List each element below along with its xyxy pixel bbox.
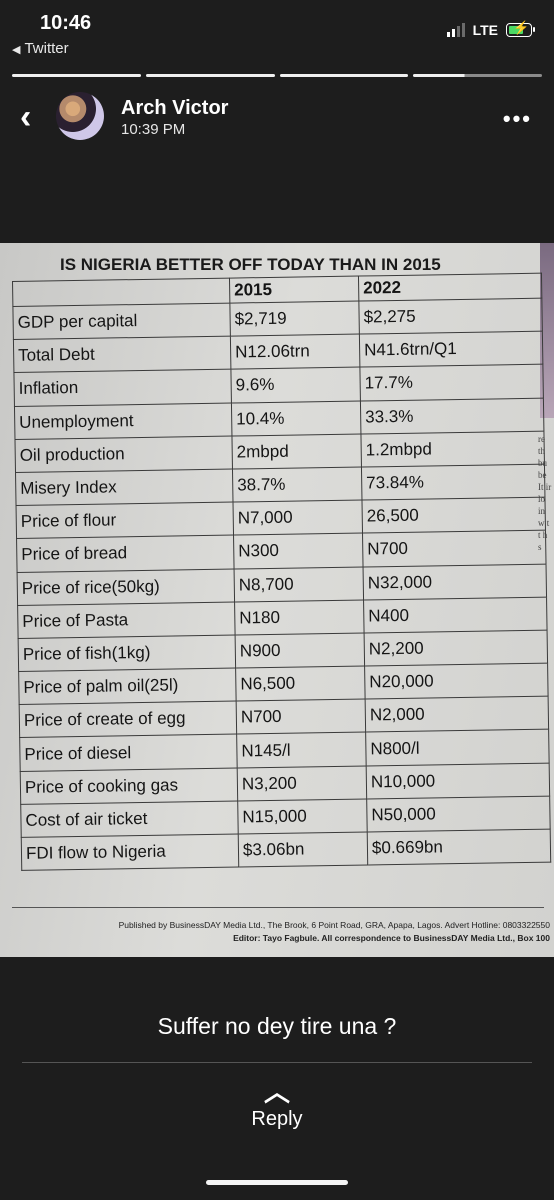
back-triangle-icon: ◀ xyxy=(12,44,21,56)
table-cell: N3,200 xyxy=(237,765,367,801)
table-cell: N32,000 xyxy=(363,563,547,600)
post-timestamp: 10:39 PM xyxy=(121,121,186,138)
table-cell: $2,719 xyxy=(229,301,360,337)
author-name[interactable]: Arch Victor xyxy=(121,97,229,119)
table-cell: 1.2mbpd xyxy=(360,430,545,467)
table-cell: N400 xyxy=(363,596,548,633)
table-cell: 33.3% xyxy=(360,397,544,434)
table-cell: N8,700 xyxy=(234,566,364,602)
table-cell: $3.06bn xyxy=(238,831,368,868)
table-cell: N2,000 xyxy=(365,696,549,733)
row-label: Unemployment xyxy=(14,402,232,440)
table-cell: N41.6trn/Q1 xyxy=(359,331,543,368)
table-cell: N180 xyxy=(234,599,365,635)
row-label: Price of palm oil(25l) xyxy=(18,668,237,705)
table-cell: 26,500 xyxy=(361,497,546,534)
newspaper-photo: re th bu be It ir lo in w t t h s IS NIG… xyxy=(0,243,554,957)
table-cell: N300 xyxy=(233,533,364,569)
table-cell: N7,000 xyxy=(233,500,363,536)
table-cell: N12.06trn xyxy=(230,334,360,370)
row-label: Price of cooking gas xyxy=(20,767,238,805)
back-chevron-icon[interactable]: ‹ xyxy=(20,98,32,136)
more-options-icon[interactable]: ••• xyxy=(502,106,532,131)
story-progress-bar xyxy=(12,74,542,77)
row-label: Price of flour xyxy=(16,502,234,539)
table-cell: N145/l xyxy=(236,732,367,768)
comparison-table: 2015 2022 GDP per capital $2,719 $2,275 Total… xyxy=(12,273,551,871)
table-cell: 17.7% xyxy=(359,364,544,401)
table-cell: N10,000 xyxy=(366,762,550,799)
caption-divider xyxy=(22,1062,532,1063)
chevron-up-icon[interactable]: ︿ xyxy=(263,1077,290,1107)
table-cell: N6,500 xyxy=(235,666,366,702)
back-to-app-link[interactable]: ◀ Twitter xyxy=(12,40,69,57)
table-cell: 38.7% xyxy=(232,466,362,503)
adjacent-column-text: re th bu be It ir lo in w t t h s xyxy=(538,434,552,552)
table-cell: N700 xyxy=(362,530,547,567)
adjacent-page-image xyxy=(540,243,554,418)
newspaper-headline: IS NIGERIA BETTER OFF TODAY THAN IN 2015 xyxy=(60,255,441,274)
status-indicators: LTE ⚡ xyxy=(446,20,535,38)
table-cell: N2,200 xyxy=(364,630,548,667)
back-app-label: Twitter xyxy=(24,40,69,57)
story-segment-current xyxy=(413,74,542,77)
battery-icon: ⚡ xyxy=(506,20,535,37)
signal-icon xyxy=(446,23,465,37)
column-header: 2022 xyxy=(358,273,542,302)
row-label: FDI flow to Nigeria xyxy=(21,834,239,871)
row-label: Oil production xyxy=(14,435,233,473)
status-time: 10:46 xyxy=(40,12,92,34)
table-cell: N50,000 xyxy=(366,795,551,832)
row-label: Price of rice(50kg) xyxy=(17,568,235,606)
row-label: Price of fish(1kg) xyxy=(18,634,236,672)
row-label: Price of create of egg xyxy=(19,701,237,738)
row-label: GDP per capital xyxy=(12,303,231,340)
network-type: LTE xyxy=(472,22,498,38)
newspaper-footer: Published by BusinessDAY Media Ltd., The… xyxy=(62,919,554,945)
story-caption: Suffer no dey tire una ? xyxy=(157,1013,397,1039)
reply-button[interactable]: Reply xyxy=(251,1108,303,1130)
table-row: FDI flow to Nigeria $3.06bn $0.669bn xyxy=(21,829,551,871)
column-header xyxy=(12,278,230,307)
story-segment xyxy=(279,74,409,77)
table-cell: N700 xyxy=(236,699,366,735)
table-cell: $0.669bn xyxy=(367,829,551,866)
row-label: Price of bread xyxy=(16,535,235,572)
row-label: Price of diesel xyxy=(19,734,238,772)
row-label: Price of Pasta xyxy=(17,601,236,639)
row-label: Misery Index xyxy=(15,468,234,506)
row-label: Inflation xyxy=(13,369,232,407)
footer-editor: Editor: Tayo Fagbule. All correspondence… xyxy=(233,933,550,943)
column-header: 2015 xyxy=(229,276,359,304)
table-cell: 73.84% xyxy=(361,464,545,501)
story-segment xyxy=(12,74,141,77)
avatar[interactable] xyxy=(56,92,104,140)
footer-divider xyxy=(12,907,544,908)
row-label: Cost of air ticket xyxy=(20,800,239,838)
row-label: Total Debt xyxy=(13,336,231,373)
table-cell: 2mbpd xyxy=(231,433,362,469)
table-cell: $2,275 xyxy=(358,298,543,335)
table-cell: 9.6% xyxy=(230,367,361,403)
story-segment xyxy=(145,74,275,77)
table-cell: N900 xyxy=(235,632,365,669)
table-cell: 10.4% xyxy=(231,400,361,436)
table-cell: N20,000 xyxy=(364,663,549,700)
home-indicator xyxy=(206,1180,348,1185)
table-cell: N15,000 xyxy=(237,798,368,835)
footer-publisher: Published by BusinessDAY Media Ltd., The… xyxy=(118,920,550,930)
table-cell: N800/l xyxy=(365,729,550,766)
